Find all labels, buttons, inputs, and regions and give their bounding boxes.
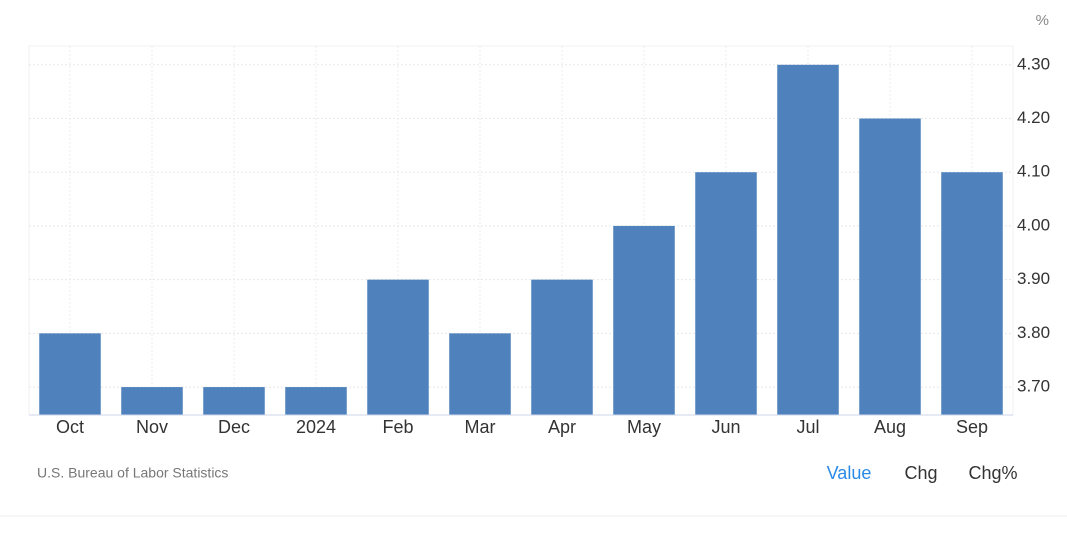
bar [121, 387, 183, 415]
x-tick-label: Feb [382, 417, 413, 437]
bar [859, 118, 921, 415]
x-tick-label: 2024 [296, 417, 336, 437]
x-tick-label: Jun [711, 417, 740, 437]
bar [285, 387, 347, 415]
y-tick-label: 4.20 [1017, 108, 1050, 127]
y-tick-label: 4.30 [1017, 54, 1050, 73]
x-tick-label: Mar [465, 417, 496, 437]
bar [613, 225, 675, 415]
y-tick-label: 4.00 [1017, 215, 1050, 234]
bar [449, 333, 511, 415]
x-tick-label: Oct [56, 417, 84, 437]
chg-button[interactable]: Chg [904, 463, 937, 483]
bar [531, 279, 593, 415]
source: U.S. Bureau of Labor Statistics [37, 465, 228, 481]
x-tick-label: Jul [796, 417, 819, 437]
bar [39, 333, 101, 415]
bar [203, 387, 265, 415]
y-tick-label: 3.70 [1017, 377, 1050, 396]
y-tick-label: 3.90 [1017, 269, 1050, 288]
bar [367, 279, 429, 415]
bar [777, 64, 839, 415]
x-tick-label: Dec [218, 417, 250, 437]
bar [941, 172, 1003, 415]
x-tick-label: May [627, 417, 661, 437]
bar [695, 172, 757, 415]
x-tick-label: Nov [136, 417, 168, 437]
chg-pct-button[interactable]: Chg% [968, 463, 1017, 483]
x-tick-label: Sep [956, 417, 988, 437]
x-tick-label: Apr [548, 417, 576, 437]
unit-label: % [1036, 12, 1049, 29]
y-tick-label: 3.80 [1017, 323, 1050, 342]
value-button[interactable]: Value [827, 463, 872, 483]
y-tick-label: 4.10 [1017, 162, 1050, 181]
x-tick-label: Aug [874, 417, 906, 437]
